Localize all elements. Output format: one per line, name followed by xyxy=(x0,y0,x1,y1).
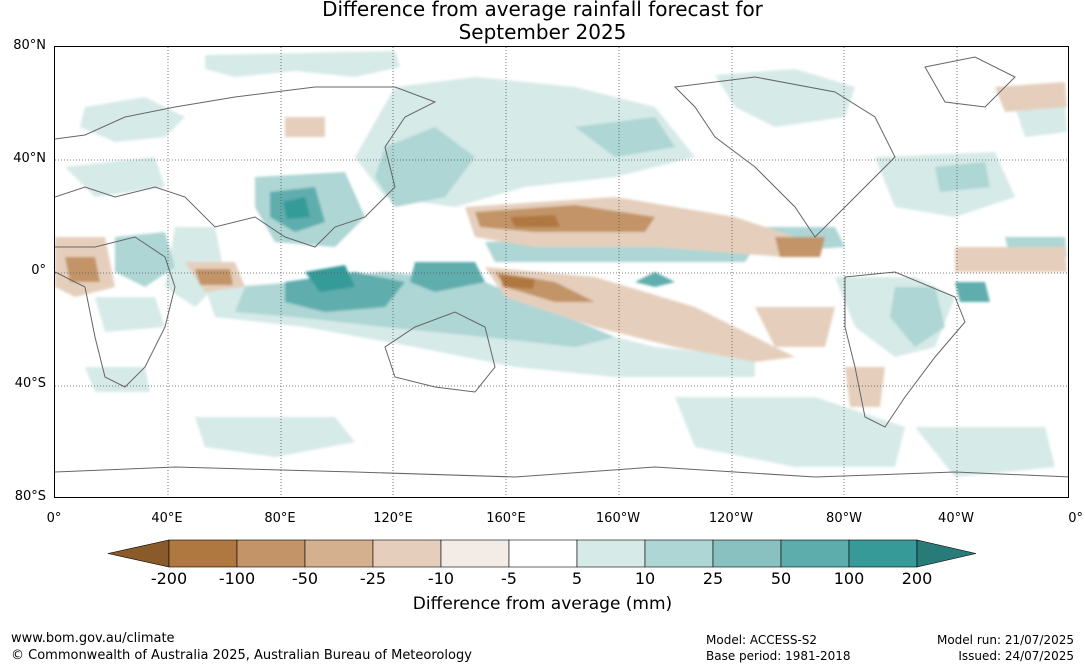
lon-label-160w: 160°W xyxy=(595,511,641,526)
lon-label-0-right: 0° xyxy=(1068,511,1083,526)
cb-label-minus-10: -10 xyxy=(427,569,455,588)
cb-label-minus-100: -100 xyxy=(218,569,256,588)
colorbar-segment-1 xyxy=(168,539,238,568)
cb-label-100: 100 xyxy=(833,569,865,588)
cb-label-25: 25 xyxy=(702,569,724,588)
colorbar-segment-3 xyxy=(304,539,374,568)
lon-label-120e: 120°E xyxy=(373,511,413,526)
cb-label-5: 5 xyxy=(571,569,583,588)
colorbar-segment-9 xyxy=(712,539,782,568)
lon-label-0-left: 0° xyxy=(46,511,62,526)
antarctica-coast xyxy=(55,466,1068,478)
colorbar-segment-2 xyxy=(236,539,306,568)
cb-label-200: 200 xyxy=(901,569,933,588)
map-title: Difference from average rainfall forecas… xyxy=(0,0,1085,44)
eurasia-coast xyxy=(55,86,437,248)
dry-100-200-areas xyxy=(500,215,560,289)
colorbar-segment-4 xyxy=(372,539,442,568)
lat-label-80n: 80°N xyxy=(13,38,46,53)
graticule xyxy=(55,47,1068,497)
title-line-2: September 2025 xyxy=(458,20,627,44)
colorbar-segment-11 xyxy=(848,539,918,568)
coastlines xyxy=(55,56,1068,478)
colorbar-segment-8 xyxy=(644,539,714,568)
rainfall-anomaly-map xyxy=(54,46,1069,498)
footer-url: www.bom.gov.au/climate xyxy=(11,631,175,646)
footer-copyright: © Commonwealth of Australia 2025, Austra… xyxy=(11,648,472,663)
lon-label-40w: 40°W xyxy=(938,511,974,526)
lon-label-80e: 80°E xyxy=(264,511,296,526)
footer-base-period: Base period: 1981-2018 xyxy=(706,649,851,663)
lat-label-40s: 40°S xyxy=(14,376,46,391)
cb-label-minus-50: -50 xyxy=(291,569,319,588)
lat-label-40n: 40°N xyxy=(13,151,46,166)
cb-label-50: 50 xyxy=(770,569,792,588)
south-america-coast xyxy=(844,271,966,428)
greenland-coast xyxy=(924,56,1016,108)
colorbar-segment-6 xyxy=(508,539,578,568)
colorbar-segment-7 xyxy=(576,539,646,568)
cb-label-10: 10 xyxy=(634,569,656,588)
lat-label-equator: 0° xyxy=(31,263,46,278)
colorbar-title: Difference from average (mm) xyxy=(412,594,673,614)
north-america-coast xyxy=(673,76,896,238)
wet-25-100-areas xyxy=(270,187,990,312)
title-line-1: Difference from average rainfall forecas… xyxy=(322,0,763,21)
lon-label-160e: 160°E xyxy=(486,511,526,526)
cb-label-minus-5: -5 xyxy=(501,569,517,588)
lon-label-40e: 40°E xyxy=(151,511,183,526)
colorbar-extend-high xyxy=(916,539,977,568)
australia-coast xyxy=(384,311,496,393)
colorbar xyxy=(107,539,977,568)
lat-label-80s: 80°S xyxy=(14,489,46,504)
cb-label-minus-25: -25 xyxy=(359,569,387,588)
colorbar-segments xyxy=(107,539,977,568)
footer-model: Model: ACCESS-S2 xyxy=(706,633,818,647)
lon-label-80w: 80°W xyxy=(826,511,862,526)
footer-model-run: Model run: 21/07/2025 xyxy=(936,633,1074,647)
colorbar-segment-5 xyxy=(440,539,510,568)
wet-100-200-areas xyxy=(283,197,355,292)
cb-label-minus-200: -200 xyxy=(150,569,188,588)
lon-label-120w: 120°W xyxy=(708,511,754,526)
footer-issued: Issued: 24/07/2025 xyxy=(958,649,1074,663)
colorbar-segment-10 xyxy=(780,539,850,568)
colorbar-extend-low xyxy=(107,539,170,568)
africa-coast xyxy=(55,236,176,388)
anomaly-fields xyxy=(55,51,1067,477)
map-svg xyxy=(55,47,1068,497)
